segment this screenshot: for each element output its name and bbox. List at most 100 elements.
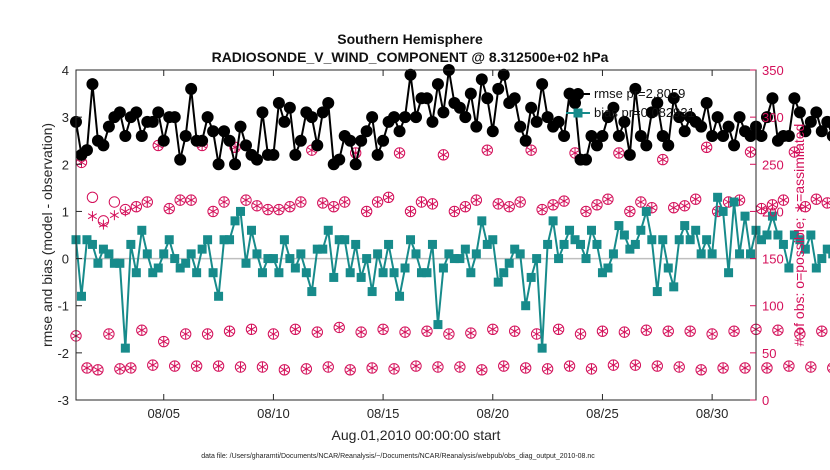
- x-tick-label: 08/15: [367, 406, 400, 421]
- possible-count-point: [355, 326, 367, 338]
- possible-count-point: [207, 205, 219, 218]
- assimilated-count-point: [614, 147, 624, 158]
- assimilated-count-point: [767, 199, 778, 210]
- bias-point: [669, 282, 679, 292]
- possible-count-point: [799, 201, 812, 213]
- assimilated-count-point: [186, 195, 196, 206]
- assimilated-count-point: [131, 201, 141, 212]
- assimilated-count-point: [378, 324, 388, 335]
- bias-point: [438, 263, 448, 273]
- rmse-point: [207, 125, 220, 138]
- assimilated-count-point: [543, 363, 553, 374]
- possible-count-point: [360, 205, 373, 218]
- rmse-point: [651, 97, 664, 109]
- rmse-point: [102, 120, 115, 133]
- assimilated-count-point: [685, 326, 695, 337]
- possible-count-point: [519, 362, 532, 374]
- assimilated-count-point: [159, 336, 169, 347]
- y-right-tick-label: 250: [762, 157, 784, 172]
- rmse-point: [333, 153, 346, 166]
- rmse-point: [514, 120, 527, 133]
- rmse-point: [793, 106, 806, 119]
- assimilated-count-point: [702, 142, 712, 153]
- rmse-point: [86, 78, 99, 91]
- bias-point: [98, 244, 108, 254]
- possible-count-point: [618, 326, 631, 338]
- assimilated-count-point: [641, 325, 651, 336]
- rmse-point: [640, 139, 653, 152]
- rmse-point: [810, 106, 823, 119]
- possible-count-point: [761, 362, 773, 374]
- assimilated-count-point: [603, 194, 613, 205]
- rmse-point: [179, 130, 192, 142]
- bias-point: [219, 235, 229, 245]
- rmse-point: [322, 97, 335, 109]
- rmse-point: [135, 130, 148, 142]
- bias-point: [652, 287, 662, 297]
- assimilated-count-point: [252, 200, 262, 211]
- rmse-point: [804, 115, 817, 128]
- assimilated-count-point: [82, 362, 92, 373]
- rmse-point: [399, 111, 412, 124]
- rmse-point: [355, 134, 368, 147]
- assimilated-count-point: [592, 199, 602, 210]
- bias-point: [532, 254, 542, 264]
- assimilated-count-point: [214, 361, 224, 372]
- assimilated-count-point: [98, 219, 108, 230]
- legend-bias-square: [573, 108, 583, 118]
- rmse-point: [706, 130, 719, 142]
- assimilated-count-point: [170, 361, 180, 372]
- bias-point: [279, 235, 289, 245]
- assimilated-count-point: [345, 364, 355, 375]
- possible-count-point: [777, 194, 790, 206]
- plot-frame: [75, 69, 757, 401]
- possible-count-point: [481, 144, 493, 156]
- rmse-point: [508, 92, 521, 105]
- possible-count-point: [103, 328, 115, 340]
- bias-point: [170, 254, 180, 264]
- assimilated-count-point: [532, 329, 542, 339]
- rmse-point: [229, 158, 242, 171]
- possible-count-point: [349, 147, 362, 159]
- possible-count-point: [640, 324, 653, 336]
- bias-point: [647, 235, 657, 245]
- rmse-point: [558, 130, 571, 142]
- rmse-point: [453, 101, 466, 114]
- assimilated-count-point: [822, 197, 830, 208]
- possible-count-point: [536, 203, 548, 216]
- rmse-point: [519, 134, 532, 147]
- bias-point: [817, 254, 827, 264]
- assimilated-count-point: [817, 326, 827, 337]
- bias-point: [767, 211, 777, 221]
- bias-point: [674, 235, 684, 245]
- assimilated-count-point: [696, 364, 706, 375]
- bias-point: [521, 301, 531, 311]
- assimilated-count-point: [510, 326, 520, 337]
- possible-count-point: [432, 361, 444, 373]
- legend-rmse-label: rmse pr=2.8059: [594, 86, 685, 101]
- possible-count-point: [827, 362, 830, 373]
- possible-count-point: [92, 364, 104, 376]
- bias-point: [811, 263, 821, 273]
- rmse-point: [782, 130, 795, 142]
- possible-count-point: [317, 197, 329, 209]
- possible-count-point: [169, 360, 181, 372]
- rmse-point: [464, 87, 477, 100]
- assimilated-count-point: [93, 364, 103, 375]
- possible-count-point: [388, 363, 400, 375]
- rmse-point: [250, 153, 263, 166]
- bias-point: [164, 235, 174, 245]
- rmse-point: [722, 120, 735, 133]
- assimilated-count-point: [652, 361, 662, 372]
- bias-series: [71, 192, 830, 353]
- possible-count-point: [668, 201, 680, 214]
- possible-count-point: [262, 203, 274, 216]
- bias-point: [735, 249, 745, 259]
- rmse-point: [788, 92, 801, 105]
- bias-point: [608, 249, 618, 259]
- rmse-point: [196, 134, 209, 147]
- bias-point: [203, 235, 213, 245]
- possible-count-point: [454, 361, 466, 373]
- possible-count-point: [766, 199, 779, 211]
- rmse-point: [492, 82, 505, 95]
